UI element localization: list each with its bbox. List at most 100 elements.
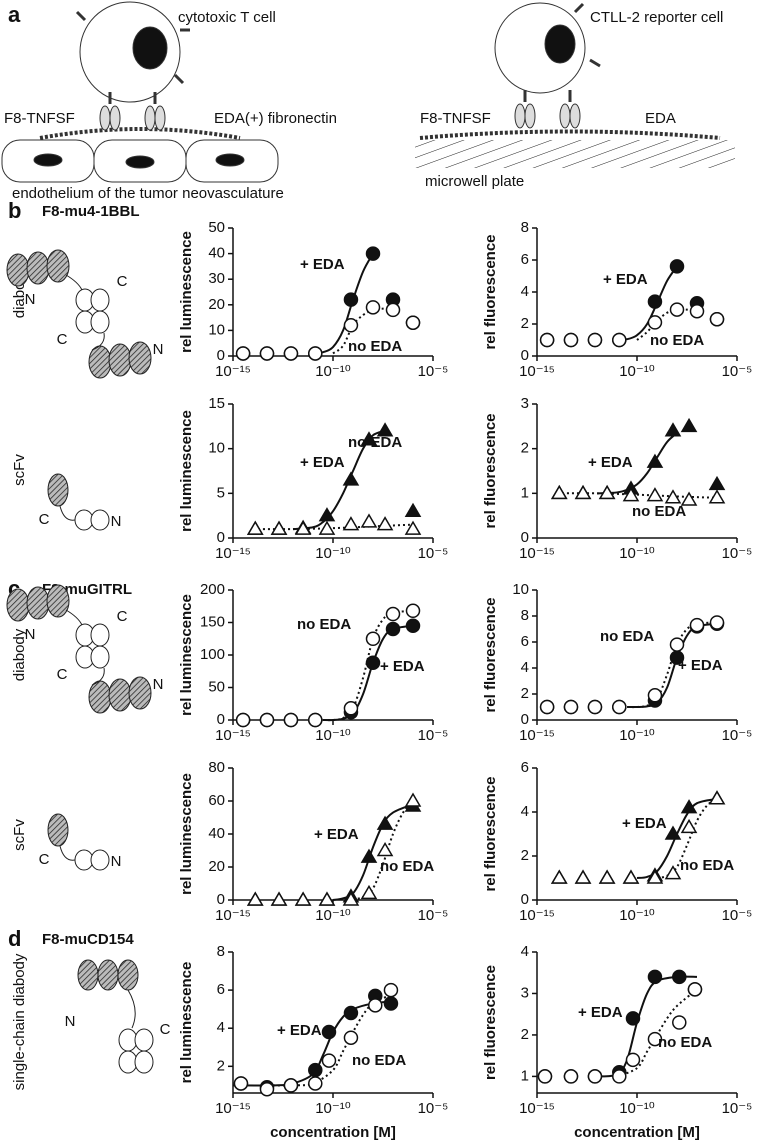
y-tick-label: 4 bbox=[521, 803, 529, 820]
terminus-label: N bbox=[25, 626, 36, 643]
panel-a-left-diagram bbox=[1, 1, 279, 183]
y-tick-label: 2 bbox=[521, 315, 529, 332]
x-axis-label: concentration [M] bbox=[574, 1124, 700, 1141]
marker bbox=[376, 842, 394, 857]
x-tick-label: 10⁻⁵ bbox=[418, 907, 449, 924]
marker bbox=[283, 1078, 299, 1093]
domain bbox=[97, 959, 119, 991]
x-tick-label: 10⁻¹⁵ bbox=[519, 727, 555, 744]
marker bbox=[404, 502, 422, 517]
y-tick-label: 20 bbox=[208, 296, 225, 313]
marker bbox=[270, 520, 288, 535]
marker bbox=[625, 1011, 641, 1026]
x-tick-label: 10⁻⁵ bbox=[418, 545, 449, 562]
marker bbox=[308, 712, 323, 728]
linker bbox=[65, 274, 105, 351]
y-tick-label: 50 bbox=[208, 678, 225, 695]
marker bbox=[689, 303, 705, 319]
marker bbox=[550, 484, 568, 500]
marker bbox=[259, 1081, 275, 1097]
y-tick-label: 100 bbox=[200, 646, 225, 663]
construct-name: F8-muCD154 bbox=[42, 931, 134, 948]
x-axis-label: concentration [M] bbox=[270, 1124, 396, 1141]
y-tick-label: 6 bbox=[521, 633, 529, 650]
linker bbox=[65, 609, 105, 686]
diagram-label: EDA(+) fibronectin bbox=[214, 110, 337, 127]
y-tick-label: 1 bbox=[521, 484, 529, 501]
marker bbox=[383, 996, 399, 1011]
diagram-label: microwell plate bbox=[425, 173, 524, 190]
marker bbox=[360, 513, 378, 528]
panel-a-right-diagram bbox=[415, 2, 735, 168]
series-label: no EDA bbox=[658, 1034, 712, 1051]
y-tick-label: 4 bbox=[521, 283, 529, 300]
domain bbox=[46, 249, 70, 283]
marker bbox=[646, 869, 664, 884]
marker bbox=[343, 1030, 359, 1045]
marker bbox=[365, 246, 381, 261]
y-axis-label: rel luminescence bbox=[178, 773, 195, 895]
marker bbox=[294, 520, 312, 535]
y-axis-label: rel luminescence bbox=[178, 962, 195, 1084]
marker bbox=[587, 699, 603, 715]
marker bbox=[343, 1005, 359, 1021]
marker bbox=[680, 799, 698, 814]
marker bbox=[283, 712, 299, 728]
x-tick-label: 10⁻¹⁵ bbox=[215, 907, 251, 924]
fit-curve bbox=[596, 432, 678, 495]
terminus-label: N bbox=[65, 1013, 76, 1030]
y-axis-label: rel fluorescence bbox=[482, 776, 499, 891]
marker bbox=[672, 1015, 687, 1030]
construct-name: F8-mu4-1BBL bbox=[42, 203, 140, 220]
terminus-label: C bbox=[39, 511, 50, 528]
marker bbox=[365, 631, 381, 646]
series-label: no EDA bbox=[632, 503, 686, 520]
y-tick-label: 60 bbox=[208, 792, 225, 809]
marker bbox=[385, 621, 401, 637]
marker bbox=[708, 475, 726, 491]
domain bbox=[108, 343, 132, 377]
marker bbox=[612, 332, 627, 348]
marker bbox=[563, 699, 579, 715]
marker bbox=[664, 422, 682, 437]
marker bbox=[360, 884, 378, 900]
domain bbox=[47, 473, 69, 507]
series-label: + EDA bbox=[300, 256, 345, 273]
x-tick-label: 10⁻⁵ bbox=[722, 1100, 753, 1117]
x-tick-label: 10⁻¹⁵ bbox=[519, 363, 555, 380]
marker bbox=[385, 606, 401, 622]
terminus-label: N bbox=[153, 676, 164, 693]
y-tick-label: 1 bbox=[521, 1067, 529, 1084]
marker bbox=[539, 699, 555, 715]
terminus-label: N bbox=[111, 513, 122, 530]
y-tick-label: 0 bbox=[217, 711, 225, 728]
series-label: + EDA bbox=[678, 657, 723, 674]
x-tick-label: 10⁻⁵ bbox=[418, 363, 449, 380]
marker bbox=[308, 1076, 323, 1091]
domain bbox=[26, 251, 50, 285]
marker bbox=[563, 1069, 579, 1084]
domain bbox=[128, 341, 152, 375]
marker bbox=[270, 891, 288, 906]
series-label: + EDA bbox=[588, 454, 633, 471]
y-axis-label: rel fluorescence bbox=[482, 597, 499, 712]
marker bbox=[294, 891, 312, 906]
y-tick-label: 4 bbox=[217, 1019, 225, 1036]
diagram-label: EDA bbox=[645, 110, 676, 127]
marker bbox=[259, 712, 275, 728]
series-label: + EDA bbox=[578, 1004, 623, 1021]
x-tick-label: 10⁻¹⁰ bbox=[619, 907, 655, 924]
terminus-label: C bbox=[117, 273, 128, 290]
marker bbox=[708, 489, 726, 504]
marker bbox=[360, 848, 378, 863]
fit-curve bbox=[312, 253, 374, 355]
y-tick-label: 8 bbox=[217, 943, 225, 960]
domain bbox=[90, 288, 110, 312]
marker bbox=[321, 1053, 337, 1068]
marker bbox=[598, 869, 616, 884]
marker bbox=[376, 422, 394, 437]
fit-curve bbox=[332, 803, 414, 901]
marker bbox=[360, 431, 378, 446]
marker bbox=[383, 982, 399, 998]
